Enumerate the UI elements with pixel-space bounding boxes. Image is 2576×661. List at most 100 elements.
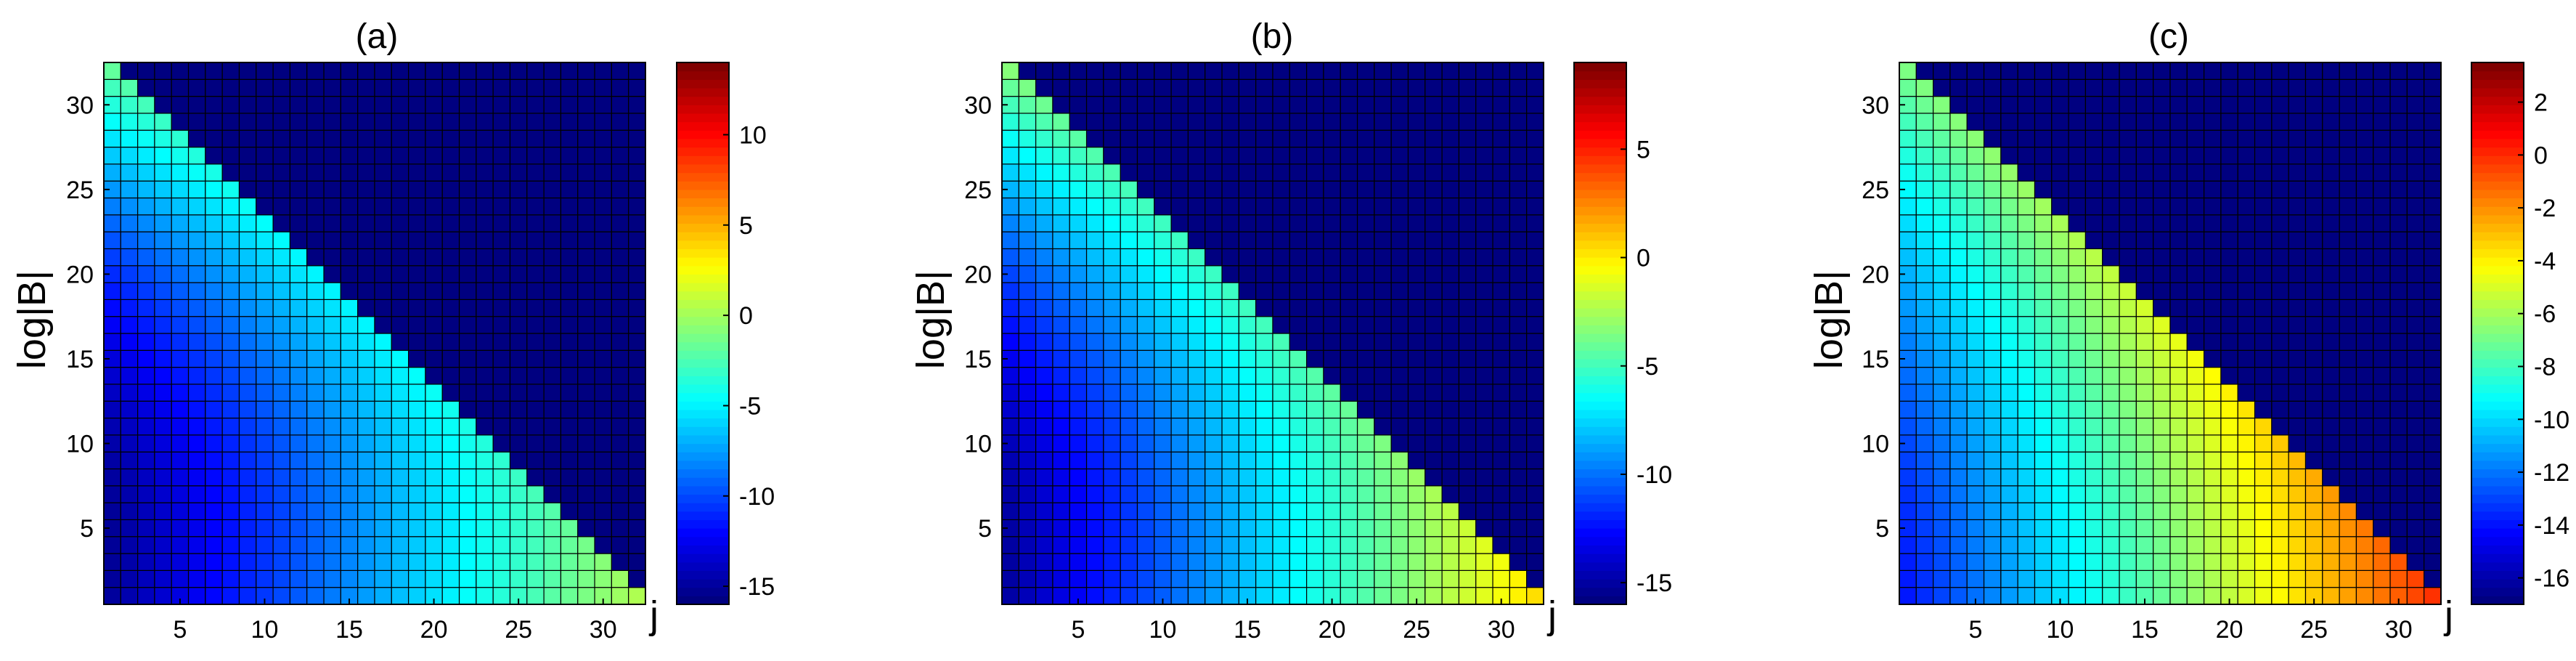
heatmap-cell bbox=[221, 96, 240, 114]
heatmap-cell bbox=[1340, 569, 1358, 588]
colorbar-segment bbox=[1574, 105, 1626, 114]
heatmap-cell bbox=[509, 265, 528, 283]
colorbar-segment bbox=[677, 477, 729, 487]
heatmap-cell bbox=[1120, 299, 1138, 317]
heatmap-cell bbox=[425, 485, 443, 503]
heatmap-cell bbox=[374, 248, 392, 267]
heatmap-cell bbox=[2406, 62, 2425, 80]
heatmap-cell bbox=[2119, 282, 2137, 300]
heatmap-cell bbox=[2220, 62, 2238, 80]
heatmap-cell bbox=[1085, 349, 1104, 368]
heatmap-cell bbox=[2034, 146, 2053, 165]
heatmap-cell bbox=[323, 248, 341, 267]
heatmap-cell bbox=[611, 62, 629, 80]
heatmap-cell bbox=[187, 248, 206, 267]
heatmap-cell bbox=[1949, 367, 1968, 385]
heatmap-cell bbox=[1356, 553, 1375, 571]
heatmap-cell bbox=[2119, 384, 2137, 402]
heatmap-cell bbox=[1458, 553, 1477, 571]
heatmap-cell bbox=[2119, 553, 2137, 571]
heatmap-cell bbox=[2119, 333, 2137, 351]
heatmap-cell bbox=[408, 248, 426, 267]
heatmap-cell bbox=[171, 248, 189, 267]
heatmap-cell bbox=[2424, 316, 2442, 334]
heatmap-cell bbox=[2153, 248, 2171, 267]
heatmap-cell bbox=[1018, 113, 1037, 131]
heatmap-cell bbox=[476, 180, 494, 199]
heatmap-cell bbox=[594, 214, 612, 232]
heatmap-cell bbox=[577, 265, 595, 283]
heatmap-cell bbox=[2034, 569, 2053, 588]
heatmap-cell bbox=[2000, 214, 2018, 232]
heatmap-cell bbox=[628, 78, 646, 97]
heatmap-cell bbox=[1407, 333, 1426, 351]
heatmap-cell bbox=[1526, 62, 1544, 80]
heatmap-cell bbox=[594, 367, 612, 385]
heatmap-cell bbox=[560, 214, 579, 232]
colorbar-segment bbox=[677, 291, 729, 300]
heatmap-cell bbox=[323, 400, 341, 419]
heatmap-cell bbox=[2000, 113, 2018, 131]
heatmap-cell bbox=[1983, 316, 2002, 334]
heatmap-cell bbox=[2339, 316, 2357, 334]
heatmap-cell bbox=[425, 400, 443, 419]
heatmap-cell bbox=[1170, 349, 1189, 368]
heatmap-cell bbox=[1390, 248, 1409, 267]
heatmap-cell bbox=[2000, 96, 2018, 114]
heatmap-cell bbox=[441, 265, 460, 283]
heatmap-cell bbox=[2304, 214, 2323, 232]
heatmap-cell bbox=[1289, 146, 1308, 165]
heatmap-cell bbox=[1018, 536, 1037, 554]
heatmap-cell bbox=[441, 553, 460, 571]
heatmap-cell bbox=[1390, 417, 1409, 436]
heatmap-cell bbox=[2186, 299, 2205, 317]
heatmap-cell bbox=[1374, 536, 1392, 554]
heatmap-cell bbox=[1238, 451, 1257, 470]
heatmap-cell bbox=[391, 434, 409, 453]
heatmap-cell bbox=[1407, 197, 1426, 216]
heatmap-cell bbox=[458, 502, 477, 521]
heatmap-cell bbox=[2355, 367, 2374, 385]
heatmap-cell bbox=[2153, 163, 2171, 182]
colorbar-segment bbox=[2471, 511, 2524, 521]
heatmap-cell bbox=[272, 468, 291, 487]
heatmap-cell bbox=[560, 400, 579, 419]
heatmap-cell bbox=[2389, 129, 2408, 148]
heatmap-cell bbox=[2389, 316, 2408, 334]
heatmap-cell bbox=[2068, 96, 2087, 114]
heatmap-cell bbox=[2322, 400, 2340, 419]
heatmap-cell bbox=[1374, 163, 1392, 182]
heatmap-cell bbox=[187, 197, 206, 216]
heatmap-cell bbox=[2237, 62, 2256, 80]
heatmap-cell bbox=[577, 349, 595, 368]
heatmap-cell bbox=[103, 384, 121, 402]
heatmap-cell bbox=[120, 400, 139, 419]
heatmap-cell bbox=[289, 384, 308, 402]
heatmap-cell bbox=[543, 62, 562, 80]
colorbar-segment bbox=[1574, 350, 1626, 360]
heatmap-cell bbox=[1475, 553, 1493, 571]
heatmap-cell bbox=[492, 129, 511, 148]
colorbar-segment bbox=[2471, 426, 2524, 436]
heatmap-cell bbox=[2068, 299, 2087, 317]
heatmap-cell bbox=[103, 129, 121, 148]
y-tick-label: 30 bbox=[964, 92, 992, 119]
heatmap-cell bbox=[2084, 163, 2103, 182]
heatmap-cell bbox=[1983, 129, 2002, 148]
heatmap-cell bbox=[1001, 231, 1019, 250]
heatmap-cell bbox=[272, 248, 291, 267]
heatmap-cell bbox=[1069, 485, 1088, 503]
heatmap-cell bbox=[1526, 434, 1544, 453]
heatmap-cell bbox=[1475, 349, 1493, 368]
heatmap-cell bbox=[391, 384, 409, 402]
heatmap-cell bbox=[154, 299, 172, 317]
heatmap-cell bbox=[171, 62, 189, 80]
heatmap-cell bbox=[340, 349, 359, 368]
heatmap-cell bbox=[2153, 468, 2171, 487]
heatmap-cell bbox=[374, 519, 392, 538]
heatmap-cell bbox=[1509, 113, 1528, 131]
heatmap-cell bbox=[1323, 536, 1341, 554]
heatmap-cell bbox=[1289, 434, 1308, 453]
heatmap-cell bbox=[2220, 553, 2238, 571]
heatmap-cell bbox=[2000, 231, 2018, 250]
